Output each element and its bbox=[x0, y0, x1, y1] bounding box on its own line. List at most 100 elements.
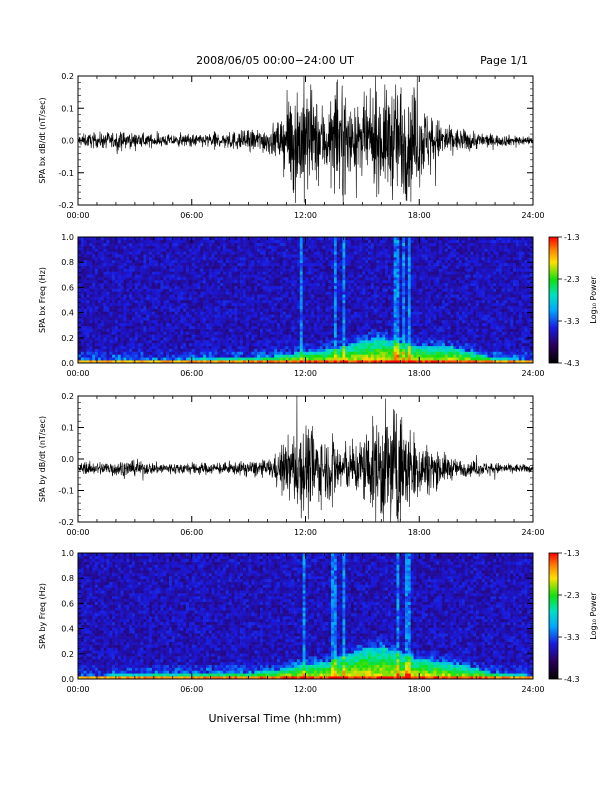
spectrogram-cell bbox=[322, 317, 326, 321]
spectrogram-cell bbox=[248, 248, 252, 252]
spectrogram-cell bbox=[151, 248, 156, 252]
spectrogram-cell bbox=[387, 294, 392, 298]
spectrogram-cell bbox=[137, 351, 141, 355]
spectrogram-cell bbox=[203, 282, 207, 286]
spectrogram-cell bbox=[245, 242, 249, 246]
spectrogram-cell bbox=[157, 254, 161, 258]
spectrogram-cell bbox=[339, 345, 343, 349]
spectrogram-cell bbox=[277, 274, 281, 278]
spectrogram-cell bbox=[368, 342, 372, 347]
spectrogram-cell bbox=[279, 311, 284, 315]
spectrogram-cell bbox=[299, 291, 303, 295]
spectrogram-cell bbox=[220, 317, 224, 321]
spectrogram-cell bbox=[117, 257, 121, 261]
spectrogram-cell bbox=[242, 351, 247, 355]
spectrogram-cell bbox=[365, 279, 369, 284]
spectrogram-cell bbox=[348, 314, 352, 318]
spectrogram-cell bbox=[305, 254, 309, 258]
spectrogram-cell bbox=[319, 248, 323, 252]
spectrogram-cell bbox=[279, 254, 284, 258]
spectrogram-cell bbox=[225, 285, 230, 289]
spectrogram-cell bbox=[353, 342, 357, 347]
spectrogram-cell bbox=[132, 288, 136, 292]
spectrogram-cell bbox=[183, 248, 187, 252]
spectrogram-cell bbox=[78, 274, 82, 278]
spectrogram-cell bbox=[336, 360, 340, 364]
spectrogram-cell bbox=[214, 317, 218, 321]
spectrogram-cell bbox=[177, 345, 181, 349]
spectrogram-cell bbox=[86, 274, 90, 278]
spectrogram-cell bbox=[351, 297, 355, 301]
spectrogram-cell bbox=[163, 297, 167, 301]
spectrogram-cell bbox=[100, 279, 104, 284]
spectrogram-cell bbox=[160, 331, 164, 335]
spectrogram-cell bbox=[288, 242, 292, 246]
spectrogram-cell bbox=[129, 345, 133, 349]
spectrogram-cell bbox=[134, 242, 139, 246]
spectrogram-cell bbox=[140, 322, 144, 327]
spectrogram-cell bbox=[245, 245, 249, 249]
spectrogram-cell bbox=[274, 314, 278, 318]
spectrogram-cell bbox=[331, 245, 335, 249]
spectrogram-cell bbox=[248, 294, 252, 298]
spectrogram-cell bbox=[109, 305, 113, 309]
spectrogram-cell bbox=[78, 271, 82, 275]
spectrogram-cell bbox=[265, 334, 269, 338]
spectrogram-cell bbox=[188, 262, 193, 266]
spectrogram-cell bbox=[180, 351, 184, 355]
spectrogram-cell bbox=[294, 328, 298, 332]
spectrogram-cell bbox=[331, 239, 335, 244]
spectrogram-cell bbox=[134, 354, 139, 358]
spectrogram-cell bbox=[140, 325, 144, 329]
spectrogram-cell bbox=[370, 325, 375, 329]
spectrogram-cell bbox=[211, 311, 215, 315]
spectrogram-cell bbox=[262, 254, 266, 258]
spectrogram-cell bbox=[220, 271, 224, 275]
spectrogram-cell bbox=[177, 334, 181, 338]
spectrogram-cell bbox=[302, 345, 306, 349]
spectrogram-cell bbox=[112, 311, 116, 315]
spectrogram-cell bbox=[351, 325, 355, 329]
spectrogram-cell bbox=[370, 308, 375, 312]
spectrogram-cell bbox=[356, 294, 360, 298]
spectrogram-cell bbox=[160, 254, 164, 258]
spectrogram-cell bbox=[200, 265, 204, 269]
spectrogram-cell bbox=[97, 320, 102, 324]
spectrogram-cell bbox=[114, 334, 119, 338]
spectrogram-cell bbox=[86, 325, 90, 329]
spectrogram-cell bbox=[106, 288, 110, 292]
spectrogram-cell bbox=[328, 351, 332, 355]
spectrogram-cell bbox=[134, 262, 139, 266]
spectrogram-cell bbox=[311, 302, 315, 307]
spectrogram-cell bbox=[279, 265, 284, 269]
spectrogram-cell bbox=[231, 360, 235, 364]
spectrogram-cell bbox=[191, 354, 195, 358]
spectrogram-cell bbox=[166, 331, 170, 335]
spectrogram-cell bbox=[291, 297, 295, 301]
spectrogram-cell bbox=[322, 331, 326, 335]
spectrogram-cell bbox=[291, 340, 295, 344]
spectrogram-cell bbox=[171, 297, 175, 301]
spectrogram-cell bbox=[302, 237, 306, 241]
spectrogram-cell bbox=[271, 279, 275, 284]
spectrogram-cell bbox=[188, 328, 193, 332]
spectrogram-cell bbox=[112, 291, 116, 295]
spectrogram-cell bbox=[359, 322, 363, 327]
spectrogram-cell bbox=[211, 320, 215, 324]
spectrogram-cell bbox=[151, 345, 156, 349]
spectrogram-cell bbox=[262, 337, 266, 341]
spectrogram-cell bbox=[223, 337, 227, 341]
spectrogram-cell bbox=[328, 274, 332, 278]
spectrogram-cell bbox=[353, 285, 357, 289]
spectrogram-cell bbox=[268, 331, 272, 335]
spectrogram-cell bbox=[203, 357, 207, 361]
spectrogram-cell bbox=[296, 342, 301, 347]
spectrogram-cell bbox=[149, 248, 153, 252]
spectrogram-cell bbox=[262, 262, 266, 266]
spectrogram-cell bbox=[359, 285, 363, 289]
spectrogram-cell bbox=[353, 279, 357, 284]
spectrogram-cell bbox=[197, 348, 201, 352]
spectrogram-cell bbox=[194, 325, 198, 329]
spectrogram-cell bbox=[379, 254, 383, 258]
spectrogram-cell bbox=[154, 302, 158, 307]
